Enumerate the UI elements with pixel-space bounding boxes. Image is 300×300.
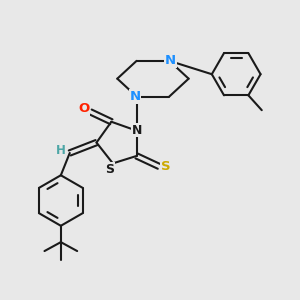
Text: O: O [78,103,90,116]
Text: S: S [161,160,171,173]
Text: N: N [132,124,142,136]
Text: S: S [105,163,114,176]
Text: H: H [56,144,66,157]
Text: N: N [165,54,176,67]
Text: N: N [130,90,141,103]
